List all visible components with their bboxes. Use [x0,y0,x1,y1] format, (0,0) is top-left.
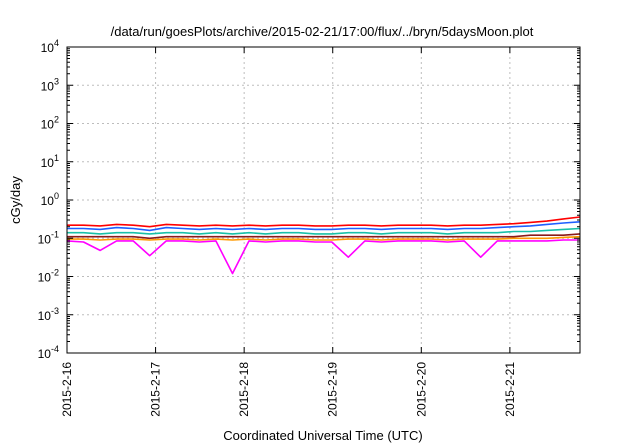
x-axis-label: Coordinated Universal Time (UTC) [223,428,422,443]
y-tick-label: 104 [41,38,59,55]
y-tick-label: 10-2 [38,268,59,285]
x-tick-labels: 2015-2-16 2015-2-17 2015-2-18 2015-2-19 2015… [60,362,517,417]
x-tick-label: 2015-2-17 [149,362,163,417]
series-line [67,233,581,240]
y-axis-label: cGy/day [8,176,23,224]
x-tick-label: 2015-2-16 [60,362,74,417]
chart-title: /data/run/goesPlots/archive/2015-02-21/1… [111,24,534,39]
x-tick-label: 2015-2-20 [414,362,428,417]
y-tick-label: 10-3 [38,306,59,323]
series-line [67,216,581,228]
x-tick-label: 2015-2-19 [326,362,340,417]
y-tick-label: 10-1 [38,229,59,246]
x-tick-label: 2015-2-18 [237,362,251,417]
y-tick-label: 100 [41,191,59,208]
y-tick-label: 103 [41,76,59,93]
x-tick-label: 2015-2-21 [503,362,517,417]
series-line [67,227,581,235]
series-group [66,216,581,275]
series-line [67,235,581,241]
y-tick-label: 102 [41,115,59,132]
y-tick-label: 10-4 [38,344,59,361]
series-line [66,239,580,275]
y-tick-labels: 10-4 10-3 10-2 10-1 100 101 102 103 104 [38,38,59,361]
y-tick-label: 101 [41,153,59,170]
series-line [67,221,581,232]
grid-lines [67,47,580,353]
plot-frame [66,46,581,354]
